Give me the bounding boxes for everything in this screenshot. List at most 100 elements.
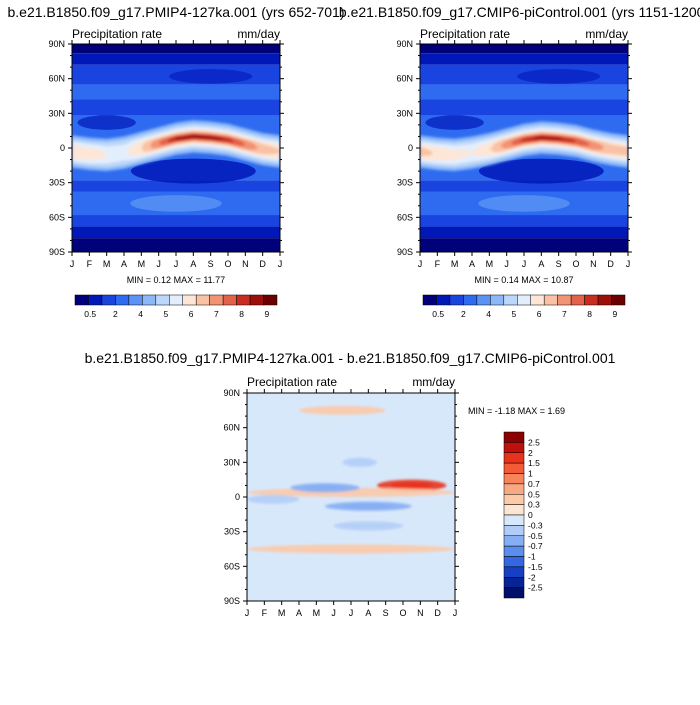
colorbar-swatch <box>142 294 157 306</box>
colorbar-label: -1 <box>528 552 536 562</box>
colorbar-label: 1.5 <box>528 458 540 468</box>
x-tick-label: J <box>349 608 354 618</box>
colorbar-swatch <box>101 294 116 306</box>
y-tick-label: 30N <box>223 457 240 467</box>
y-tick-label: 30N <box>48 108 65 118</box>
y-tick-label: 90S <box>224 596 240 606</box>
negative-anomaly <box>333 521 404 531</box>
colorbar-label: -0.7 <box>528 541 543 551</box>
y-tick-label: 60S <box>224 561 240 571</box>
anomaly-core <box>342 503 395 509</box>
colorbar-label: 6 <box>189 309 194 319</box>
x-tick-label: A <box>469 259 475 269</box>
zonal-band <box>420 215 628 227</box>
colorbar-swatch <box>503 462 525 474</box>
contour-level <box>420 135 628 155</box>
x-tick-label: J <box>331 608 336 618</box>
colorbar-swatch <box>503 294 518 306</box>
panel-title: b.e21.B1850.f09_g17.CMIP6-piControl.001 … <box>339 4 700 20</box>
colorbar-label: 2.5 <box>528 437 540 447</box>
colorbar-swatch <box>236 294 251 306</box>
colorbar-swatch <box>74 294 89 306</box>
colorbar-swatch <box>503 504 525 516</box>
contour-level <box>72 134 280 155</box>
panel-difference: Precipitation rate mm/day J F M A M J J A S O N D J9… <box>223 375 565 618</box>
zonal-band <box>72 238 280 252</box>
heatmap-field <box>72 44 280 252</box>
colorbar-swatch <box>263 294 278 306</box>
y-tick-label: 60S <box>397 212 413 222</box>
heatmap-field <box>247 393 455 601</box>
colorbar-swatch <box>490 294 505 306</box>
colorbar-swatch <box>128 294 143 306</box>
x-tick-label: N <box>417 608 424 618</box>
colorbar-swatch <box>449 294 464 306</box>
x-tick-label: M <box>103 259 111 269</box>
negative-anomaly <box>342 457 377 467</box>
colorbar-swatch <box>422 294 437 306</box>
colorbar-swatch <box>503 556 525 568</box>
colorbar-swatch <box>195 294 210 306</box>
zonal-band <box>72 215 280 227</box>
colorbar-label: 9 <box>613 309 618 319</box>
colorbar-swatch <box>503 483 525 495</box>
zonal-band <box>420 84 628 100</box>
colorbar-swatch <box>463 294 478 306</box>
x-tick-label: J <box>70 259 75 269</box>
x-tick-label: A <box>190 259 196 269</box>
x-tick-label: N <box>242 259 249 269</box>
colorbar-label: 0.5 <box>84 309 96 319</box>
colorbar-label: 5 <box>512 309 517 319</box>
colorbar-label: 0 <box>528 510 533 520</box>
colorbar-label: 0.5 <box>528 489 540 499</box>
anomaly-core <box>304 485 346 491</box>
colorbar-swatch <box>530 294 545 306</box>
minmax-label: MIN = 0.12 MAX = 11.77 <box>127 275 225 285</box>
colorbar-swatch <box>503 514 525 526</box>
x-tick-label: J <box>522 259 527 269</box>
x-tick-label: S <box>556 259 562 269</box>
y-tick-label: 30S <box>397 178 413 188</box>
y-tick-label: 30N <box>396 108 413 118</box>
y-tick-label: 90S <box>397 247 413 257</box>
colorbar-swatch <box>584 294 599 306</box>
anomaly-core <box>390 482 433 489</box>
x-tick-label: F <box>262 608 268 618</box>
y-tick-label: 0 <box>408 143 413 153</box>
colorbar-label: 9 <box>265 309 270 319</box>
positive-anomaly <box>247 544 455 554</box>
zonal-band <box>72 226 280 239</box>
colorbar-label: -1.5 <box>528 562 543 572</box>
x-tick-label: A <box>538 259 544 269</box>
panel-picontrol: b.e21.B1850.f09_g17.CMIP6-piControl.001 … <box>339 4 700 319</box>
x-tick-label: M <box>278 608 286 618</box>
colorbar-label: 6 <box>537 309 542 319</box>
units-label: mm/day <box>237 27 280 41</box>
dry-zone <box>77 115 136 130</box>
high-lat-zone <box>517 69 601 84</box>
colorbar-swatch <box>209 294 224 306</box>
colorbar-label: -2 <box>528 572 536 582</box>
positive-anomaly <box>299 405 386 415</box>
minmax-label: MIN = 0.14 MAX = 10.87 <box>474 275 573 285</box>
y-tick-label: 60N <box>396 74 413 84</box>
x-tick-label: J <box>245 608 250 618</box>
colorbar-swatch <box>222 294 237 306</box>
dry-zone <box>130 158 256 184</box>
difference-title: b.e21.B1850.f09_g17.PMIP4-127ka.001 - b.… <box>85 350 616 366</box>
colorbar: 2.521.510.70.50.30-0.3-0.5-0.7-1-1.5-2-2… <box>503 431 543 599</box>
colorbar-swatch <box>169 294 183 306</box>
colorbar-label: -0.5 <box>528 531 543 541</box>
colorbar-label: 0.5 <box>432 309 444 319</box>
minmax-label: MIN = -1.18 MAX = 1.69 <box>468 406 565 416</box>
y-tick-label: 0 <box>60 143 65 153</box>
x-tick-label: M <box>313 608 321 618</box>
zonal-band <box>72 84 280 100</box>
colorbar-swatch <box>503 587 525 599</box>
colorbar-label: 2 <box>528 448 533 458</box>
units-label: mm/day <box>412 375 455 389</box>
colorbar-label: 4 <box>486 309 491 319</box>
colorbar-label: -0.3 <box>528 520 543 530</box>
zonal-band <box>72 99 280 116</box>
